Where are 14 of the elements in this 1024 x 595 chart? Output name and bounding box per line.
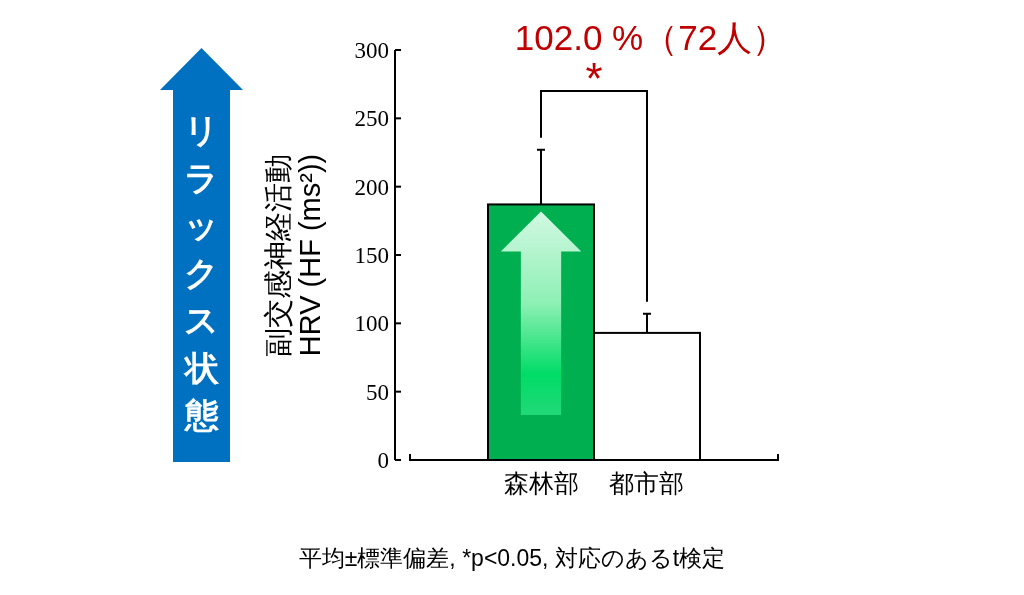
x-tick-label: 森林部	[503, 469, 579, 497]
y-axis-title: 副交感神経活動 HRV (HF (ms²))	[262, 153, 326, 357]
x-tick-label: 都市部	[609, 469, 685, 497]
y-tick-label: 50	[366, 379, 389, 405]
y-tick-label: 200	[354, 174, 389, 200]
y-tick-label: 100	[354, 311, 389, 337]
y-tick-label: 0	[377, 448, 389, 474]
text: リラックス状態	[182, 111, 220, 434]
y-tick-label: 150	[354, 243, 389, 269]
annotation: *	[585, 54, 603, 103]
y-tick-label: 250	[354, 106, 389, 132]
annotation: 102.0 %（72人）	[514, 18, 788, 57]
text: 平均±標準偏差, *p<0.05, 対応のあるt検定	[298, 545, 726, 571]
y-tick-label: 300	[354, 38, 389, 64]
